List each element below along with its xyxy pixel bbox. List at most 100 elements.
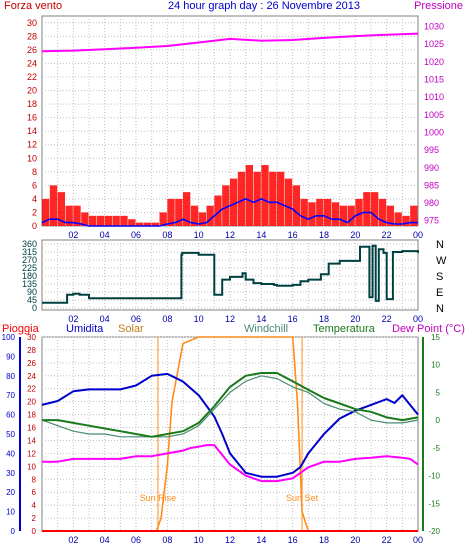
humidity-line — [41, 372, 419, 478]
rain-y-tick-label: 4 — [32, 501, 37, 510]
wind-gust-bar — [190, 205, 199, 226]
temperature-line — [42, 372, 419, 438]
wind-gust-bar — [324, 198, 332, 226]
humidity-y-tick-label: 20 — [6, 488, 15, 497]
legend-solar: Solar — [118, 323, 144, 335]
wind-gust-bar — [269, 171, 277, 226]
weather-x-tick-label: 08 — [162, 535, 172, 545]
pressure-y-tick-label: 1015 — [424, 75, 444, 85]
weather-x-tick-label: 04 — [100, 535, 110, 545]
wind-gust-bar — [245, 165, 253, 226]
tick-label-layer: 0246810121416182022242628309759809859909… — [2, 18, 447, 545]
rain-y-tick-label: 18 — [27, 411, 36, 420]
direction-y-tick-label: 45 — [27, 295, 37, 305]
wind-gust-bar — [183, 192, 191, 226]
rain-y-tick-label: 0 — [32, 527, 37, 536]
wind-gust-bar — [222, 185, 230, 226]
direction-x-tick-label: 00 — [413, 314, 423, 324]
pressure-y-tick-label: 1030 — [424, 22, 444, 32]
rain-y-tick-label: 26 — [27, 359, 36, 368]
wind-gust-bar — [57, 192, 65, 226]
weather-x-tick-label: 22 — [382, 535, 392, 545]
wind-y-tick-label: 0 — [32, 221, 37, 231]
wind-gust-bar — [96, 215, 105, 226]
temp-y-tick-label: 10 — [431, 361, 440, 370]
legend-pioggia: Pioggia — [2, 323, 40, 335]
direction-y-tick-label: 270 — [22, 255, 37, 265]
direction-x-tick-label: 20 — [350, 314, 360, 324]
wind-gust-bar — [214, 195, 222, 226]
rain-y-tick-label: 16 — [27, 424, 36, 433]
humidity-y-tick-label: 80 — [6, 372, 15, 381]
wind-gust-bar — [89, 215, 97, 226]
pressure-y-tick-label: 990 — [424, 163, 439, 173]
wind-gust-bar — [230, 178, 238, 226]
legend-dew-point: Dew Point (°C) — [392, 323, 465, 335]
wind-average-line — [41, 198, 418, 227]
wind-gust-bar — [143, 222, 152, 226]
direction-x-tick-label: 06 — [131, 314, 141, 324]
wind-y-tick-label: 8 — [32, 167, 37, 177]
legend-umidita: Umidita — [66, 323, 104, 335]
wind-x-tick-label: 00 — [413, 230, 423, 240]
humidity-y-tick-label: 60 — [6, 411, 15, 420]
wind-gust-bar — [175, 198, 183, 226]
pressure-y-tick-label: 1000 — [424, 127, 444, 137]
wind-gust-bar — [300, 198, 308, 226]
wind-gust-bar — [128, 219, 136, 226]
temp-y-tick-label: 0 — [436, 416, 441, 425]
solar-line — [42, 336, 418, 532]
compass-label: N — [436, 239, 444, 251]
wind-gust-bar — [253, 171, 261, 226]
direction-y-tick-label: 0 — [32, 303, 37, 313]
wind-x-tick-label: 22 — [382, 230, 392, 240]
wind-x-tick-label: 02 — [68, 230, 78, 240]
wind-y-tick-label: 22 — [27, 72, 37, 82]
direction-x-tick-label: 22 — [382, 314, 392, 324]
pressure-y-tick-label: 1020 — [424, 57, 444, 67]
wind-y-tick-label: 26 — [27, 45, 37, 55]
humidity-y-tick-label: 0 — [11, 527, 16, 536]
pressure-y-tick-label: 1005 — [424, 110, 444, 120]
compass-label: E — [436, 287, 443, 299]
weather-x-tick-label: 10 — [194, 535, 204, 545]
direction-x-tick-label: 02 — [68, 314, 78, 324]
humidity-y-tick-label: 70 — [6, 391, 15, 400]
wind-gust-bar — [112, 215, 120, 226]
wind-x-tick-label: 10 — [194, 230, 204, 240]
direction-y-tick-label: 225 — [22, 263, 37, 273]
humidity-y-tick-label: 10 — [6, 508, 15, 517]
wind-gust-bar — [104, 215, 112, 226]
rain-y-tick-label: 20 — [27, 398, 36, 407]
wind-y-tick-label: 4 — [32, 194, 37, 204]
rain-y-tick-label: 28 — [27, 346, 36, 355]
wind-gust-bar — [378, 198, 387, 226]
wind-gust-bar — [308, 202, 316, 226]
temp-y-tick-label: 5 — [436, 388, 441, 397]
rain-y-tick-label: 10 — [27, 462, 36, 471]
rain-y-tick-label: 6 — [32, 488, 37, 497]
wind-gust-bar — [339, 205, 347, 226]
wind-x-tick-label: 20 — [350, 230, 360, 240]
wind-gust-bar — [277, 171, 285, 226]
wind-gust-bar — [151, 222, 159, 226]
pressure-line — [41, 32, 419, 53]
wind-y-tick-label: 30 — [27, 18, 37, 28]
temp-y-tick-label: -20 — [428, 527, 440, 536]
wind-gust-bar — [371, 192, 379, 226]
rain-y-tick-label: 14 — [27, 436, 36, 445]
direction-y-tick-label: 315 — [22, 247, 37, 257]
wind-x-tick-label: 14 — [256, 230, 266, 240]
direction-x-tick-label: 04 — [100, 314, 110, 324]
weather-x-tick-label: 02 — [68, 535, 78, 545]
rain-y-tick-label: 8 — [32, 475, 37, 484]
direction-y-tick-label: 90 — [27, 287, 37, 297]
rain-y-tick-label: 24 — [27, 372, 36, 381]
temp-y-tick-label: -15 — [428, 499, 440, 508]
direction-x-tick-label: 14 — [256, 314, 266, 324]
direction-y-tick-label: 180 — [22, 271, 37, 281]
humidity-y-tick-label: 100 — [2, 333, 16, 342]
temp-y-tick-label: 15 — [431, 333, 440, 342]
wind-gust-bar — [49, 185, 58, 226]
